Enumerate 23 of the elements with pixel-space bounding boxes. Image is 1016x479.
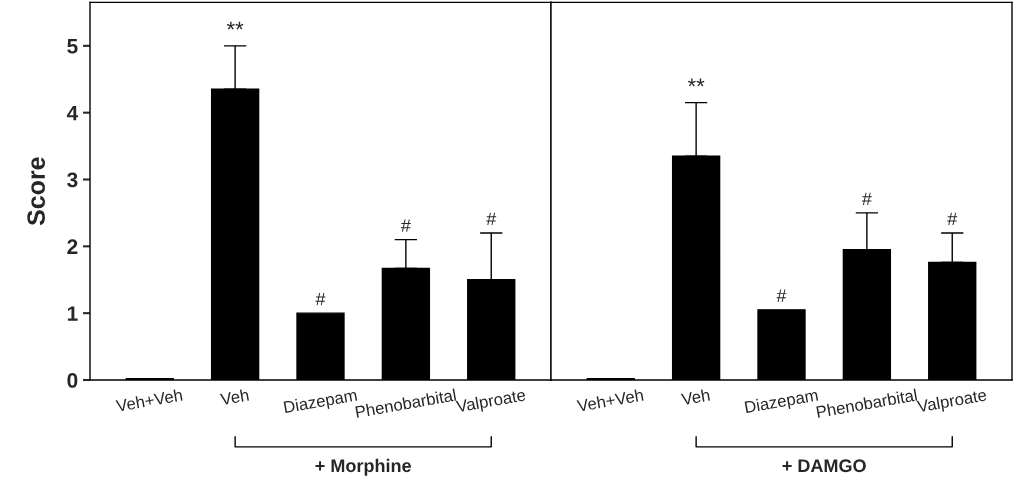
- y-tick-label: 5: [67, 39, 78, 54]
- y-tick-label: 2: [67, 239, 78, 254]
- x-tick-label: Veh+Veh: [576, 388, 644, 413]
- annotation: #: [486, 212, 497, 226]
- annotation: #: [776, 289, 787, 302]
- annotation: **: [226, 21, 244, 30]
- x-tick-label: Valproate: [455, 388, 527, 416]
- x-tick-label: Veh: [219, 388, 249, 406]
- annotation: #: [947, 212, 958, 226]
- y-tick-label: 3: [67, 172, 78, 188]
- text: + DAMGO: [782, 459, 866, 473]
- y-tick-label: 1: [67, 306, 78, 321]
- y-tick-label: 0: [67, 373, 78, 388]
- y-tick-label: 4: [66, 105, 79, 121]
- text: + Morphine: [315, 458, 411, 476]
- annotation: #: [861, 192, 872, 205]
- x-tick-label: Veh+Veh: [115, 388, 183, 413]
- annotation: #: [400, 219, 411, 232]
- annotation: **: [687, 78, 705, 87]
- x-tick-label: Valproate: [916, 388, 988, 416]
- annotation: #: [315, 292, 326, 306]
- x-tick-label: Veh: [680, 388, 710, 406]
- y-axis-title: Score: [27, 157, 45, 226]
